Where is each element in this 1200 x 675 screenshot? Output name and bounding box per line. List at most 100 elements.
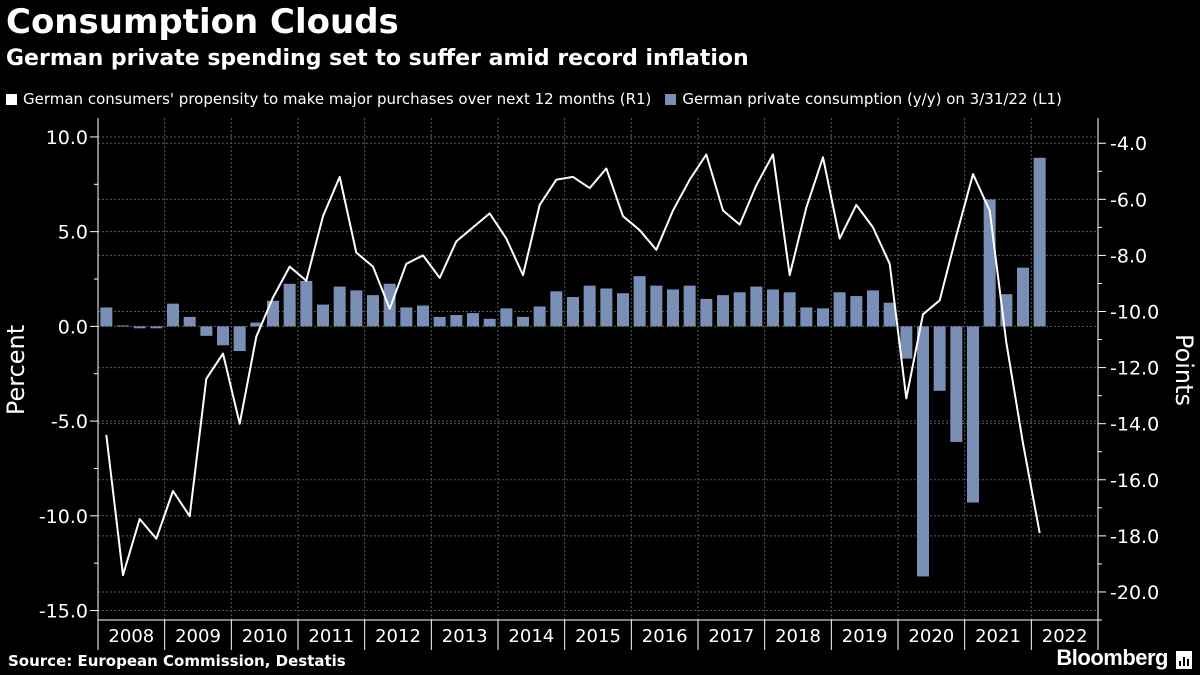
left-tick-label: 10.0 (46, 127, 88, 149)
consumption-bar (400, 307, 413, 327)
x-tick-label: 2016 (642, 626, 688, 647)
source-note: Source: European Commission, Destatis (8, 652, 346, 670)
consumption-bar (467, 313, 479, 327)
consumption-bar (300, 280, 313, 327)
consumption-bar (600, 288, 613, 327)
left-tick-label: 5.0 (58, 222, 88, 244)
consumption-bar (100, 307, 113, 327)
legend-label-consumption: German private consumption (y/y) on 3/31… (682, 90, 1062, 108)
left-tick-label: 0.0 (58, 316, 88, 338)
legend-item-consumption: German private consumption (y/y) on 3/31… (665, 90, 1062, 108)
consumption-bar (633, 276, 646, 327)
x-tick-label: 2012 (375, 626, 421, 647)
consumption-bar (917, 326, 929, 577)
consumption-bar (267, 300, 279, 327)
consumption-bar (550, 291, 563, 327)
consumption-bar (833, 292, 846, 327)
x-tick-label: 2011 (308, 626, 354, 647)
consumption-bar (1033, 157, 1046, 327)
x-tick-label: 2021 (975, 626, 1021, 647)
consumption-bar (433, 316, 446, 327)
consumption-bar (950, 326, 963, 442)
consumption-bar (150, 326, 163, 329)
legend: German consumers' propensity to make maj… (6, 90, 1076, 108)
bar-series (100, 157, 1046, 577)
consumption-bar (567, 297, 579, 327)
right-tick-label: -12.0 (1110, 358, 1159, 380)
consumption-bar (250, 322, 263, 327)
legend-item-propensity: German consumers' propensity to make maj… (6, 90, 651, 108)
x-tick-label: 2020 (908, 626, 954, 647)
consumption-bar (650, 285, 663, 327)
consumption-bar (717, 295, 729, 327)
axes: 10.0 5.0 0.0 -5.0 -10.0 -15.0 -4.0 -6.0 -8.0 -10.… (39, 118, 1159, 650)
consumption-bar (383, 283, 396, 327)
consumption-bar (483, 318, 496, 327)
right-tick-label: -20.0 (1110, 582, 1159, 604)
consumption-bar (767, 289, 779, 327)
right-axis-label: Points (1170, 334, 1198, 406)
line-series (105, 153, 1041, 577)
consumption-bar (850, 296, 863, 327)
x-tick-label: 2017 (708, 626, 754, 647)
legend-swatch-bar (665, 93, 677, 105)
consumption-bar (417, 305, 429, 327)
consumption-bar (883, 302, 896, 327)
consumption-bar (533, 306, 546, 327)
consumption-bar (867, 290, 879, 327)
consumption-bar (167, 303, 179, 327)
consumption-bar (333, 286, 346, 327)
x-tick-label: 2018 (775, 626, 821, 647)
consumption-bar (450, 315, 463, 327)
consumption-bar (217, 326, 229, 346)
left-tick-label: -5.0 (51, 411, 88, 433)
right-tick-label: -14.0 (1110, 414, 1159, 436)
consumption-bar (750, 286, 763, 327)
chart-subtitle: German private spending set to suffer am… (6, 46, 749, 71)
bloomberg-logo: Bloomberg (1056, 645, 1168, 670)
x-tick-label: 2010 (242, 626, 288, 647)
right-tick-label: -16.0 (1110, 470, 1159, 492)
consumption-bar (683, 285, 696, 327)
legend-label-propensity: German consumers' propensity to make maj… (23, 90, 652, 108)
left-tick-label: -15.0 (39, 601, 88, 623)
right-tick-label: -6.0 (1110, 189, 1147, 211)
consumption-bar (967, 326, 979, 503)
consumption-bar (1017, 267, 1029, 327)
x-tick-label: 2013 (442, 626, 488, 647)
consumption-bar (900, 326, 913, 359)
right-tick-label: -18.0 (1110, 526, 1159, 548)
consumption-bar (517, 316, 529, 327)
right-tick-label: -8.0 (1110, 245, 1147, 267)
consumption-bar (350, 290, 363, 327)
bloomberg-chart-icon (1176, 651, 1192, 669)
consumption-bar (817, 308, 829, 327)
chart-title: Consumption Clouds (6, 2, 399, 42)
left-tick-label: -10.0 (39, 506, 88, 528)
consumption-bar (133, 326, 146, 329)
right-tick-label: -4.0 (1110, 133, 1147, 155)
gridlines (98, 118, 1098, 620)
x-tick-label: 2019 (842, 626, 888, 647)
consumption-bar (283, 283, 296, 327)
consumption-bar (983, 199, 996, 327)
propensity-line (105, 153, 1041, 577)
consumption-bar (117, 325, 129, 327)
x-tick-label: 2022 (1042, 626, 1088, 647)
consumption-bar (583, 285, 596, 327)
consumption-bar (733, 292, 746, 327)
consumption-bar (200, 326, 213, 336)
consumption-bar (183, 316, 196, 327)
consumption-bar (367, 295, 379, 327)
legend-swatch-line (6, 93, 17, 105)
left-axis-label: Percent (2, 325, 30, 415)
consumption-bar (667, 289, 679, 327)
right-tick-label: -10.0 (1110, 302, 1159, 324)
consumption-bar (800, 307, 813, 327)
x-tick-label: 2009 (175, 626, 221, 647)
x-tick-label: 2015 (575, 626, 621, 647)
consumption-bar (617, 293, 629, 327)
consumption-bar (233, 326, 246, 352)
consumption-bar (500, 308, 513, 327)
